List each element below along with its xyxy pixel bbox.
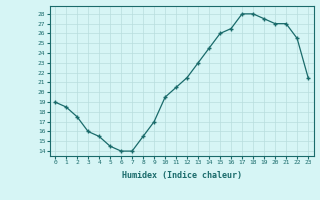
X-axis label: Humidex (Indice chaleur): Humidex (Indice chaleur) xyxy=(122,171,242,180)
